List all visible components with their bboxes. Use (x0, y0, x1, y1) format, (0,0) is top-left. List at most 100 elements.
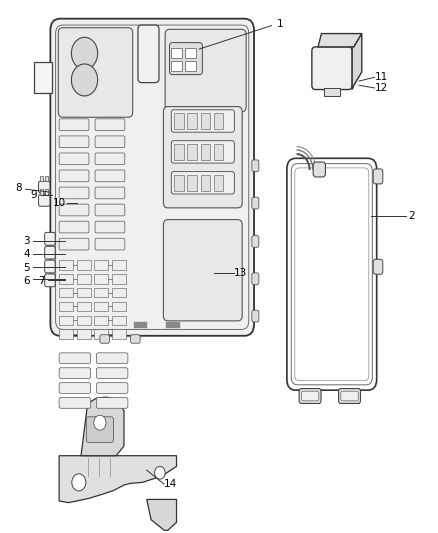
Bar (94, 260, 108, 270)
Bar (174, 144, 184, 160)
Bar (77, 329, 91, 339)
Bar (40, 189, 43, 195)
FancyBboxPatch shape (171, 141, 234, 163)
FancyBboxPatch shape (96, 353, 128, 364)
Bar (112, 302, 126, 311)
Text: 3: 3 (23, 236, 30, 246)
FancyBboxPatch shape (171, 172, 234, 194)
FancyBboxPatch shape (59, 398, 91, 408)
Circle shape (71, 64, 98, 96)
Bar (112, 316, 126, 325)
Text: 10: 10 (53, 198, 66, 207)
Bar (187, 144, 197, 160)
FancyBboxPatch shape (96, 383, 128, 393)
FancyBboxPatch shape (163, 220, 242, 321)
FancyBboxPatch shape (252, 310, 259, 322)
Bar (59, 302, 73, 311)
FancyBboxPatch shape (171, 110, 234, 132)
FancyBboxPatch shape (138, 25, 159, 83)
Circle shape (72, 474, 86, 491)
Bar (201, 113, 210, 129)
Bar (94, 302, 108, 311)
FancyBboxPatch shape (39, 195, 50, 206)
Bar (187, 175, 197, 191)
Bar (201, 175, 210, 191)
FancyBboxPatch shape (95, 221, 125, 233)
FancyBboxPatch shape (95, 170, 125, 182)
Bar (77, 274, 91, 284)
FancyBboxPatch shape (95, 187, 125, 199)
FancyBboxPatch shape (95, 136, 125, 148)
FancyBboxPatch shape (45, 260, 55, 273)
FancyBboxPatch shape (252, 273, 259, 285)
Bar (171, 48, 182, 58)
Text: 13: 13 (233, 268, 247, 278)
Polygon shape (318, 34, 362, 47)
FancyBboxPatch shape (50, 19, 254, 336)
FancyBboxPatch shape (45, 246, 55, 259)
Bar (324, 88, 340, 96)
Text: 4: 4 (23, 249, 30, 259)
Text: 9: 9 (31, 190, 38, 199)
Bar (112, 288, 126, 297)
Text: 12: 12 (374, 83, 388, 93)
Bar (59, 329, 73, 339)
Bar (40, 176, 43, 181)
FancyBboxPatch shape (59, 170, 89, 182)
Bar (174, 175, 184, 191)
Bar (214, 175, 223, 191)
Bar (112, 274, 126, 284)
FancyBboxPatch shape (45, 274, 55, 287)
Bar (174, 113, 184, 129)
FancyBboxPatch shape (131, 335, 140, 343)
FancyBboxPatch shape (59, 187, 89, 199)
Polygon shape (59, 456, 177, 503)
Text: 6: 6 (23, 276, 30, 286)
Bar (214, 144, 223, 160)
FancyBboxPatch shape (291, 164, 372, 385)
Bar (59, 260, 73, 270)
FancyBboxPatch shape (86, 417, 113, 442)
Bar (77, 302, 91, 311)
FancyBboxPatch shape (58, 28, 133, 117)
Bar (59, 316, 73, 325)
Bar (45, 189, 48, 195)
FancyBboxPatch shape (59, 153, 89, 165)
Bar (185, 61, 196, 71)
FancyBboxPatch shape (165, 29, 246, 112)
Bar (112, 329, 126, 339)
FancyBboxPatch shape (339, 389, 360, 403)
FancyBboxPatch shape (341, 391, 358, 401)
FancyBboxPatch shape (252, 236, 259, 247)
FancyBboxPatch shape (59, 136, 89, 148)
FancyBboxPatch shape (59, 383, 91, 393)
FancyBboxPatch shape (59, 353, 91, 364)
Bar (134, 322, 147, 328)
FancyBboxPatch shape (373, 259, 383, 274)
Text: 5: 5 (23, 263, 30, 272)
FancyBboxPatch shape (312, 47, 352, 90)
FancyBboxPatch shape (301, 391, 319, 401)
FancyBboxPatch shape (96, 398, 128, 408)
Bar (45, 176, 48, 181)
Polygon shape (147, 499, 177, 530)
Text: 1: 1 (277, 19, 284, 29)
Circle shape (71, 37, 98, 69)
FancyBboxPatch shape (299, 389, 321, 403)
FancyBboxPatch shape (59, 238, 89, 250)
FancyBboxPatch shape (95, 153, 125, 165)
FancyBboxPatch shape (170, 43, 202, 75)
FancyBboxPatch shape (373, 169, 383, 184)
Circle shape (94, 415, 106, 430)
Bar (94, 316, 108, 325)
FancyBboxPatch shape (313, 162, 325, 177)
Bar (112, 260, 126, 270)
FancyBboxPatch shape (287, 158, 377, 390)
FancyBboxPatch shape (59, 204, 89, 216)
FancyBboxPatch shape (163, 107, 242, 208)
Bar (59, 288, 73, 297)
Bar (185, 48, 196, 58)
Polygon shape (352, 34, 362, 90)
Circle shape (155, 466, 165, 479)
Bar (214, 113, 223, 129)
